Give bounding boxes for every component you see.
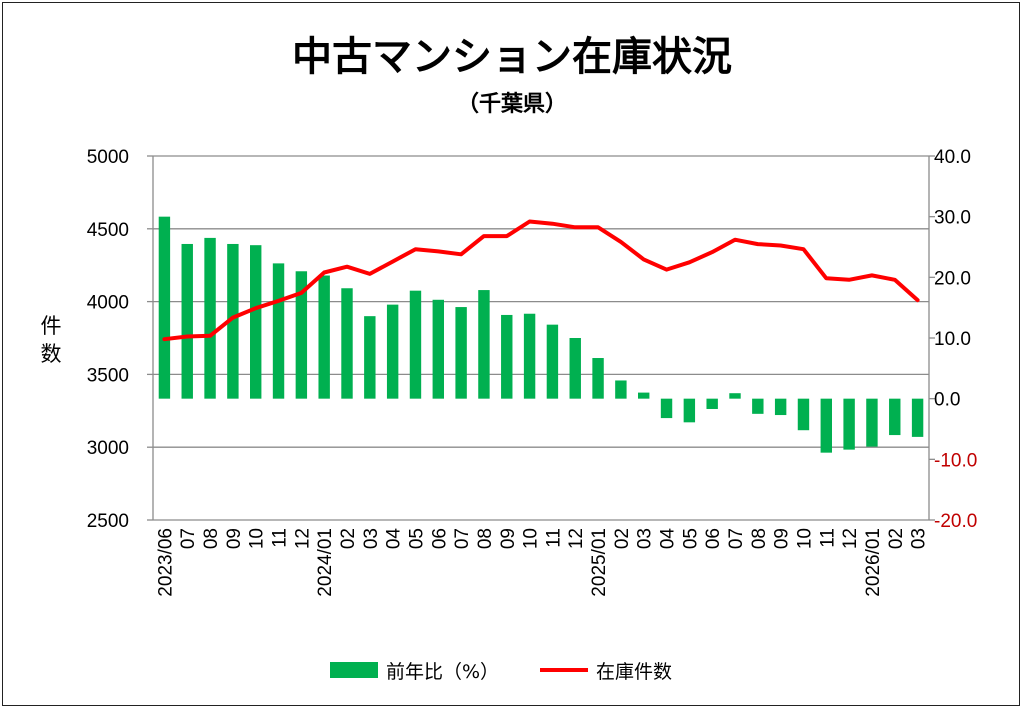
right-tick-label: -10.0 — [934, 450, 977, 471]
bar-yoy — [797, 398, 810, 431]
bar-yoy — [683, 398, 696, 423]
x-tick-label: 09 — [772, 528, 793, 549]
x-tick-label: 11 — [543, 528, 564, 548]
x-tick-label: 10 — [247, 528, 268, 549]
bar-yoy — [409, 290, 422, 399]
bar-yoy — [272, 263, 285, 399]
x-tick-label: 07 — [178, 528, 199, 549]
bar-yoy — [615, 380, 627, 399]
x-tick-label: 08 — [749, 528, 770, 549]
bar-yoy — [501, 314, 513, 399]
bar-yoy — [820, 398, 832, 453]
legend-item-inventory: 在庫件数 — [540, 655, 672, 685]
bar-yoy — [204, 237, 216, 399]
bar-yoy — [752, 398, 764, 414]
x-tick-label: 07 — [452, 528, 473, 549]
x-tick-label: 02 — [886, 528, 907, 549]
legend: 前年比（%） 在庫件数 — [0, 655, 1024, 685]
bar-yoy — [227, 243, 239, 399]
x-tick-label: 03 — [361, 528, 382, 549]
legend-swatch-bar — [330, 662, 378, 678]
bar-yoy — [523, 313, 536, 399]
x-tick-label: 11 — [270, 528, 291, 548]
x-tick-label: 10 — [795, 528, 816, 549]
bar-yoy — [341, 288, 353, 399]
x-tick-label: 06 — [703, 528, 724, 549]
bar-yoy — [546, 324, 559, 399]
left-tick-label: 5000 — [87, 147, 129, 168]
x-tick-label: 02 — [612, 528, 633, 549]
x-tick-label: 2025/01 — [589, 528, 610, 597]
right-tick-label: 0.0 — [934, 390, 960, 411]
x-tick-label: 09 — [224, 528, 245, 549]
x-tick-label: 12 — [566, 528, 587, 549]
x-tick-label: 10 — [521, 528, 542, 549]
x-tick-label: 12 — [292, 528, 313, 549]
x-tick-label: 03 — [635, 528, 656, 549]
left-tick-label: 2500 — [87, 511, 129, 532]
bar-yoy — [455, 307, 467, 399]
bar-yoy — [478, 290, 490, 399]
x-tick-label: 05 — [680, 528, 701, 549]
legend-swatch-line — [540, 668, 588, 672]
x-tick-label: 05 — [407, 528, 428, 549]
bar-yoy — [866, 398, 878, 447]
bar-yoy — [729, 393, 741, 399]
left-tick-label: 4000 — [87, 293, 129, 314]
right-tick-label: 20.0 — [934, 268, 971, 289]
right-tick-label: 30.0 — [934, 208, 971, 229]
left-tick-label: 3500 — [87, 365, 129, 386]
right-tick-label: -20.0 — [934, 511, 977, 532]
x-tick-label: 12 — [840, 528, 861, 549]
bar-yoy — [250, 245, 262, 399]
bar-yoy — [638, 392, 650, 399]
bar-yoy — [432, 299, 444, 399]
x-tick-label: 11 — [817, 528, 838, 548]
bar-yoy — [158, 216, 171, 399]
y-axis-label: 件数 — [40, 314, 62, 366]
left-tick-label: 4500 — [87, 220, 129, 241]
bar-yoy — [364, 316, 376, 399]
x-tick-label: 2024/01 — [315, 528, 336, 597]
bar-yoy — [774, 398, 787, 416]
x-tick-label: 2023/06 — [155, 528, 176, 597]
legend-label-inventory: 在庫件数 — [596, 660, 673, 683]
chart-subtitle: （千葉県） — [456, 92, 567, 117]
legend-label-yoy: 前年比（%） — [386, 660, 500, 683]
bar-yoy — [181, 243, 193, 399]
bar-yoy — [911, 398, 924, 437]
chart-title: 中古マンション在庫状況 — [292, 34, 732, 80]
left-tick-label: 3000 — [87, 438, 129, 459]
line-inventory — [162, 219, 920, 342]
x-tick-label: 04 — [658, 528, 679, 550]
bar-yoy — [295, 271, 308, 399]
x-tick-label: 2026/01 — [863, 528, 884, 597]
right-tick-label: 10.0 — [934, 329, 971, 350]
x-tick-label: 09 — [498, 528, 519, 549]
bar-yoy — [706, 398, 718, 409]
legend-item-yoy: 前年比（%） — [330, 655, 499, 685]
x-tick-label: 03 — [909, 528, 930, 549]
x-tick-label: 08 — [201, 528, 222, 549]
bar-yoy — [843, 398, 855, 450]
x-tick-label: 07 — [726, 528, 747, 549]
bar-yoy — [386, 304, 399, 399]
bar-yoy — [569, 338, 581, 399]
x-tick-label: 02 — [338, 528, 359, 549]
x-tick-label: 06 — [429, 528, 450, 549]
x-tick-label: 04 — [384, 528, 405, 550]
bar-yoy — [318, 275, 330, 399]
bar-yoy — [660, 398, 673, 419]
bar-yoy — [889, 398, 901, 436]
bar-yoy — [592, 358, 604, 399]
right-tick-label: 40.0 — [934, 147, 971, 168]
x-tick-label: 08 — [475, 528, 496, 549]
